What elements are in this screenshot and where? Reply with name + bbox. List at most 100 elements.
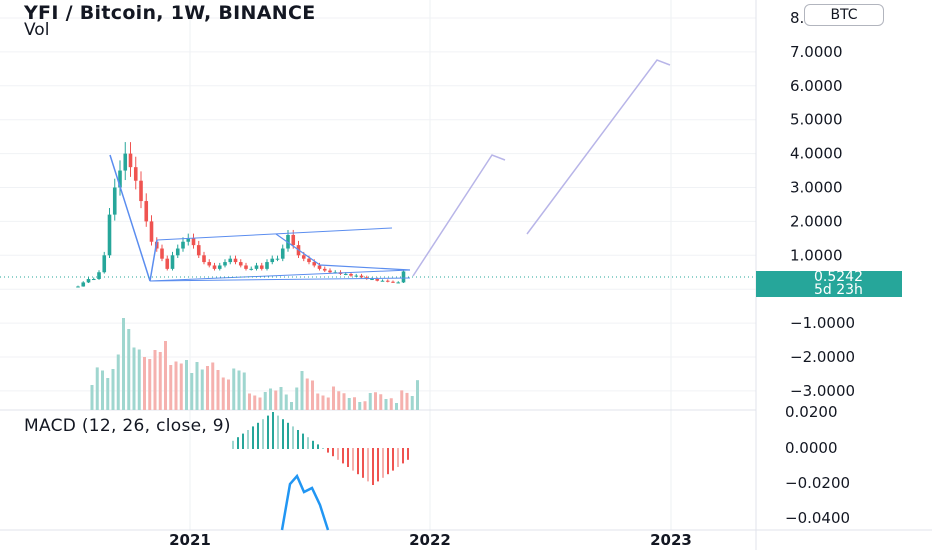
volume-bar: [158, 352, 162, 410]
candle-body: [312, 262, 317, 266]
macd-hist-bar: [322, 448, 324, 449]
macd-tick-label: 0.0000: [785, 439, 838, 457]
wedge-upper-line: [275, 233, 411, 271]
price-tick-label: 4.0000: [790, 145, 843, 163]
candle-body: [401, 271, 406, 283]
volume-bar: [284, 394, 288, 410]
volume-bar: [248, 393, 251, 410]
price-tick-label: 2.0000: [790, 212, 843, 230]
chart-title: YFI / Bitcoin, 1W, BINANCE: [24, 2, 316, 24]
macd-hist-bar: [302, 433, 304, 449]
macd-hist-bar: [347, 448, 349, 467]
macd-hist-bar: [407, 448, 409, 460]
candle-body: [265, 262, 269, 269]
volume-bar: [410, 396, 414, 410]
volume-bar: [95, 367, 99, 410]
volume-bar: [342, 393, 346, 410]
volume-bar: [269, 388, 272, 410]
volume-label: Vol: [24, 20, 50, 40]
volume-bar: [137, 349, 141, 410]
price-tick-label: −2.0000: [790, 348, 855, 366]
volume-bar: [300, 371, 304, 410]
candle-body: [128, 153, 133, 168]
macd-hist-bar: [262, 419, 264, 449]
macd-hist-bar: [337, 448, 339, 460]
volume-bar: [174, 361, 178, 410]
candle-body: [86, 279, 91, 283]
volume-bar: [332, 386, 335, 410]
candle-body: [217, 265, 222, 269]
macd-hist-bar: [292, 426, 294, 449]
volume-bar: [405, 392, 409, 410]
candle-body: [238, 262, 243, 266]
volume-bar: [211, 362, 215, 410]
candle-body: [370, 279, 374, 281]
candle-body: [385, 280, 390, 282]
macd-hist-bar: [317, 444, 319, 449]
volume-bar: [195, 362, 199, 410]
macd-hist-bar: [377, 448, 379, 482]
volume-bar: [337, 391, 341, 410]
macd-hist-bar: [312, 440, 314, 449]
macd-hist-bar: [297, 430, 299, 449]
macd-hist-bar: [252, 426, 254, 449]
last-price-tag: 0.5242 5d 23h: [756, 269, 902, 297]
volume-bar: [295, 387, 299, 410]
volume-bar: [179, 363, 183, 410]
volume-bar: [185, 360, 188, 410]
candle-body: [144, 201, 149, 222]
macd-hist-bar: [352, 448, 354, 471]
price-tick-label: 3.0000: [790, 179, 843, 197]
impulse-drawing: [109, 154, 158, 282]
candle-body: [307, 258, 311, 263]
candle-body: [181, 241, 185, 249]
price-tick-label: 1.0000: [790, 246, 843, 264]
last-price-value: 0.5242: [814, 269, 863, 285]
volume-bar: [321, 395, 325, 410]
macd-hist-bar: [357, 448, 359, 475]
price-tick-label: −1.0000: [790, 314, 855, 332]
candle-body: [343, 273, 348, 275]
macd-hist-bar: [382, 448, 384, 478]
candle-body: [223, 262, 227, 266]
currency-button[interactable]: BTC: [804, 4, 884, 26]
volume-bar: [122, 318, 125, 410]
volume-bar: [253, 395, 257, 410]
volume-bar: [311, 380, 314, 410]
candle-body: [133, 167, 138, 181]
macd-hist-bar: [282, 419, 284, 449]
volume-bar: [316, 393, 320, 410]
macd-hist-bar: [332, 448, 334, 457]
candle-body: [186, 238, 191, 242]
volume-bar: [353, 397, 356, 410]
macd-tick-label: 0.0200: [785, 403, 838, 421]
candle-body: [97, 272, 101, 280]
volume-bar: [395, 403, 398, 410]
time-tick-label: 2022: [409, 531, 451, 549]
macd-hist-bar: [342, 448, 344, 464]
macd-hist-bar: [402, 448, 404, 464]
volume-bar: [111, 369, 115, 410]
time-tick-label: 2023: [650, 531, 692, 549]
candle-body: [375, 279, 380, 281]
volume-bar: [190, 373, 194, 410]
volume-bar: [132, 347, 136, 410]
wedge-lower-line: [149, 277, 411, 282]
macd-hist-bar: [267, 415, 269, 449]
volume-bar: [232, 368, 236, 410]
macd-hist-bar: [237, 437, 239, 449]
candle-body: [359, 275, 364, 278]
macd-hist-bar: [327, 448, 329, 453]
candle-body: [396, 282, 401, 284]
candle-body: [81, 282, 86, 287]
candle-body: [291, 234, 296, 246]
price-tick-label: 6.0000: [790, 77, 843, 95]
volume-bar: [200, 369, 204, 410]
candle-body: [76, 286, 80, 288]
volume-bar: [400, 390, 404, 410]
volume-bar: [127, 329, 131, 410]
volume-bar: [153, 350, 157, 410]
candle-body: [354, 275, 359, 277]
